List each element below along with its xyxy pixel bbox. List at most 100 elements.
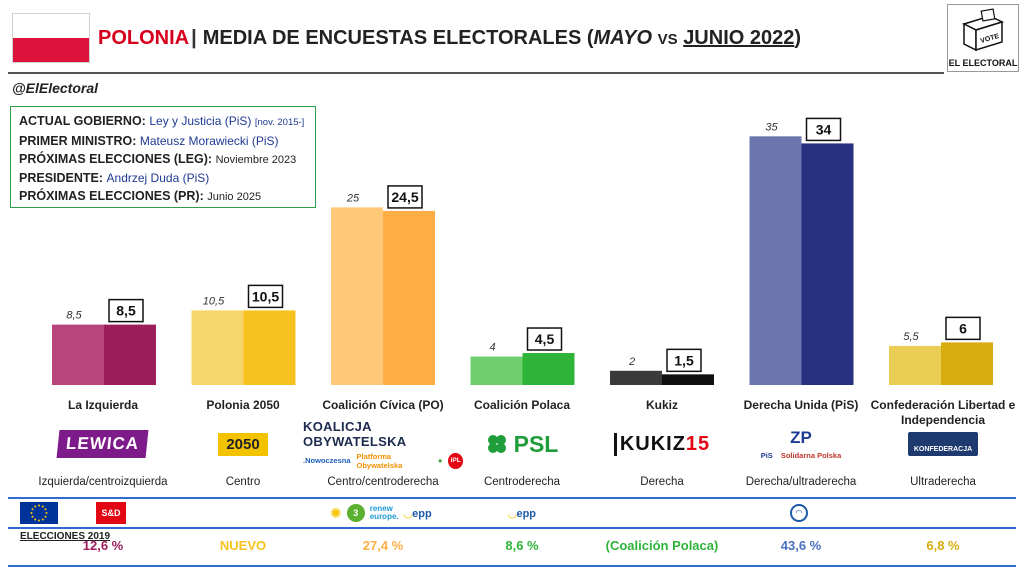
ko-ipl-text: iPL (448, 452, 463, 469)
bar-junio-cat-6 (941, 342, 993, 385)
el-electoral-logo: VOTE EL ELECTORAL (947, 4, 1019, 72)
ideology-kukiz: Derecha (640, 476, 684, 488)
koalicja-obywatelska-logo: KOALICJA OBYWATELSKA .Nowoczesna Platfor… (303, 418, 463, 470)
zp-pis-text: PiS (760, 451, 773, 460)
eu-flag-icon (20, 502, 58, 524)
info-key-presidente: PRESIDENTE: (19, 171, 104, 185)
title-period-a: MAYO (593, 27, 653, 49)
lewica-logo: LEWICA (28, 420, 178, 468)
e2019-polonia-2050: NUEVO (219, 538, 267, 553)
bar-junio-cat-2 (383, 210, 435, 385)
info-key-ministro: PRIMER MINISTRO: (19, 134, 137, 148)
bar-mayo-cat-2 (331, 207, 383, 385)
greens-group-logo: 3 (346, 504, 365, 522)
info-note-gobierno: [nov. 2015-] (254, 117, 305, 128)
bar-mayo-cat-5 (749, 136, 802, 385)
info-row-pr: PRÓXIMAS ELECCIONES (PR): Junio 2025 (19, 187, 307, 206)
title-paren-close: ) (794, 27, 802, 49)
renew-text-b: europe. (369, 512, 399, 521)
renew-text-a: renew (369, 504, 393, 513)
label-mayo-cat-1: 10,5 (203, 295, 225, 307)
label-junio-cat-0: 8,5 (116, 303, 136, 319)
ideology-derecha-unida: Derecha/ultraderecha (745, 476, 857, 488)
info-key-pr: PRÓXIMAS ELECCIONES (PR): (19, 189, 204, 203)
page-title: POLONIA | MEDIA DE ENCUESTAS ELECTORALES (… (98, 27, 801, 50)
epp-smile-icon: ◡ (403, 507, 413, 520)
elecciones-2019-label: ELECCIONES 2019 (20, 531, 111, 542)
zp-solidarna-text: Solidarna Polska (780, 451, 842, 460)
psl-logo-text: PSL (513, 430, 559, 457)
ko-main-text: KOALICJA OBYWATELSKA (303, 418, 407, 449)
info-val-ministro: Mateusz Morawiecki (PiS) (139, 134, 279, 148)
government-info-box: ACTUAL GOBIERNO: Ley y Justicia (PiS) [n… (10, 106, 316, 208)
sun-icon: ✺ (330, 504, 342, 521)
ko-platforma-text: Platforma Obywatelska (356, 451, 403, 470)
header-divider (8, 72, 944, 74)
e2019-derecha-unida: 43,6 % (780, 538, 822, 553)
info-row-gobierno: ACTUAL GOBIERNO: Ley y Justicia (PiS) [n… (19, 112, 307, 132)
label-mayo-cat-4: 2 (628, 356, 635, 368)
info-val-presidente: Andrzej Duda (PiS) (106, 171, 210, 185)
info-row-leg: PRÓXIMAS ELECCIONES (LEG): Noviembre 202… (19, 150, 307, 169)
e2019-coalicion-polaca: 8,6 % (505, 538, 539, 553)
ecr-group-icon: ◠ (790, 504, 808, 522)
e2019-la-izquierda: 12,6 % (82, 538, 124, 553)
label-box-junio-cat-5 (805, 117, 842, 142)
clover-icon (487, 435, 506, 453)
konfederacja-logo: KONFEDERACJA (868, 420, 1018, 468)
footer-divider (8, 565, 1016, 567)
ko-eu-groups: ✺ 3 renew europe. ◡epp (330, 502, 432, 524)
e2019-kukiz: (Coalición Polaca) (605, 538, 719, 553)
info-val-gobierno: Ley y Justicia (PiS) (149, 114, 252, 128)
pis-eu-groups: ◠ (790, 502, 808, 524)
bar-mayo-cat-1 (191, 310, 244, 385)
party-name-coalicion-civica: Coalición Cívica (PO) (322, 398, 444, 412)
bar-junio-cat-0 (104, 324, 156, 385)
label-junio-cat-3: 4,5 (535, 331, 555, 347)
info-row-presidente: PRESIDENTE: Andrzej Duda (PiS) (19, 169, 307, 187)
info-key-gobierno: ACTUAL GOBIERNO: (19, 114, 146, 128)
label-box-junio-cat-3 (526, 327, 563, 351)
bar-mayo-cat-3 (470, 356, 523, 385)
ko-greens-icon: ● (437, 456, 443, 465)
bar-mayo-cat-4 (610, 370, 662, 385)
party-name-coalicion-polaca: Coalición Polaca (473, 398, 571, 412)
label-junio-cat-4: 1,5 (674, 352, 694, 368)
kukiz-logo-text: KUKIZ (619, 432, 686, 455)
label-mayo-cat-6: 5,5 (903, 331, 919, 343)
info-key-leg: PRÓXIMAS ELECCIONES (LEG): (19, 152, 213, 166)
bar-junio-cat-1 (243, 310, 296, 385)
kukiz-logo: KUKIZ15 (587, 420, 737, 468)
party-name-polonia-2050: Polonia 2050 (206, 398, 280, 412)
psl-logo: PSL (447, 420, 597, 468)
p2050-logo-text: 2050 (218, 432, 268, 456)
psl-eu-groups: ◡epp (508, 502, 536, 524)
label-junio-cat-1: 10,5 (252, 288, 279, 304)
zp-logo-text: ZP (790, 428, 812, 447)
label-box-junio-cat-4 (666, 348, 702, 373)
title-subject: MEDIA DE ENCUESTAS ELECTORALES (202, 27, 582, 49)
eu-row-top-divider (8, 497, 1016, 499)
twitter-handle: @ElElectoral (12, 80, 99, 96)
zjednoczona-prawica-logo: ZP PiS Solidarna Polska (726, 420, 876, 468)
title-period-b: JUNIO 2022 (683, 27, 795, 49)
bar-junio-cat-3 (522, 353, 575, 385)
bar-junio-cat-5 (801, 143, 854, 385)
label-mayo-cat-2: 25 (346, 192, 360, 204)
ideology-confederacion: Ultraderecha (910, 476, 976, 488)
label-junio-cat-2: 24,5 (391, 189, 418, 205)
e2019-coalicion-civica: 27,4 % (362, 538, 404, 553)
ideology-coalicion-polaca: Centroderecha (483, 476, 561, 488)
title-paren-open: ( (586, 27, 594, 49)
party-name-derecha-unida: Derecha Unida (PiS) (743, 398, 859, 412)
polonia-2050-logo: 2050 (168, 420, 318, 468)
bar-mayo-cat-0 (52, 324, 104, 385)
epp-logo-text-psl: epp (516, 507, 537, 520)
ballot-box-icon: VOTE (961, 8, 1005, 52)
label-mayo-cat-3: 4 (489, 342, 495, 354)
epp-smile-icon-2: ◡ (508, 507, 517, 520)
ko-nowoczesna-text: .Nowoczesna (303, 456, 351, 465)
bar-junio-cat-4 (662, 374, 714, 385)
konfederacja-logo-text: KONFEDERACJA (907, 432, 979, 456)
